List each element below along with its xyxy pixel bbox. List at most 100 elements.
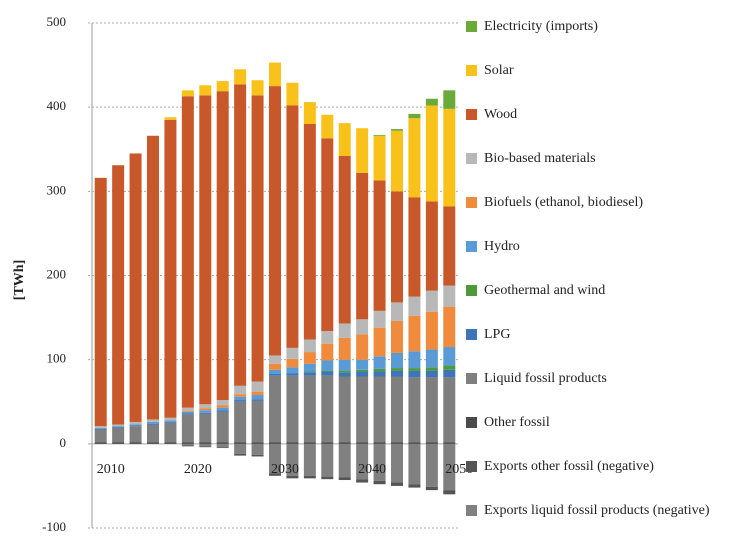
bar-segment xyxy=(356,319,369,335)
bar-segment xyxy=(216,407,229,411)
bar-segment xyxy=(199,95,212,405)
bar-segment xyxy=(216,411,229,443)
bar-segment xyxy=(181,445,194,447)
bar-segment xyxy=(338,376,351,443)
y-tick-label: 400 xyxy=(47,98,67,113)
bar-segment xyxy=(356,128,369,173)
bar-segment xyxy=(216,400,229,406)
bar-segment xyxy=(199,442,212,444)
bar-segment xyxy=(373,356,386,369)
bar-segment xyxy=(356,334,369,360)
bar-segment xyxy=(199,413,212,443)
bar-segment xyxy=(373,180,386,311)
bar-segment xyxy=(181,413,194,415)
bar-segment xyxy=(234,442,247,444)
bar-segment xyxy=(443,365,456,370)
bar-segment xyxy=(391,370,403,377)
bar-segment xyxy=(216,405,229,408)
y-tick-label: 100 xyxy=(47,351,67,366)
bar-segment xyxy=(234,84,247,386)
legend-item: Exports liquid fossil products (negative… xyxy=(462,498,737,542)
bar-segment xyxy=(199,446,212,448)
bar-segment xyxy=(408,443,421,485)
bar-segment xyxy=(251,95,264,382)
bar-segment xyxy=(164,442,177,444)
bar-segment xyxy=(321,375,334,443)
bar-segment xyxy=(286,373,299,376)
bar-segment xyxy=(373,310,386,328)
legend-swatch xyxy=(466,461,477,472)
bar-segment xyxy=(303,339,316,353)
bar-segment xyxy=(164,119,177,418)
legend-label: Biofuels (ethanol, biodiesel) xyxy=(484,195,644,210)
bar-segment xyxy=(425,377,438,443)
bar-segment xyxy=(391,482,403,486)
bar-segment xyxy=(391,352,403,369)
bar-segment xyxy=(443,90,456,109)
bar-segment xyxy=(303,372,316,376)
bar-segment xyxy=(425,349,438,368)
legend-swatch xyxy=(466,21,477,32)
bar-segment xyxy=(216,443,229,448)
bar-segment xyxy=(303,475,316,479)
y-tick-label: 500 xyxy=(47,14,67,29)
bar-segment xyxy=(129,425,142,427)
bar-segment xyxy=(112,426,125,427)
bar-segment xyxy=(234,453,247,456)
bar-segment xyxy=(321,370,334,372)
legend-label: LPG xyxy=(484,327,511,342)
bar-segment xyxy=(129,421,142,425)
bar-segment xyxy=(234,396,247,401)
bar-segment xyxy=(251,400,264,443)
legend-item: Exports other fossil (negative) xyxy=(462,454,737,498)
bar-segment xyxy=(199,408,212,411)
bar-segment xyxy=(303,442,316,444)
bar-segment xyxy=(443,206,456,286)
bar-segment xyxy=(321,114,334,139)
bar-segment xyxy=(373,480,386,485)
bar-segment xyxy=(199,412,212,414)
bar-segment xyxy=(303,363,316,372)
bar-segment xyxy=(338,442,351,444)
bar-segment xyxy=(234,69,247,85)
bar-segment xyxy=(251,391,264,396)
bar-segment xyxy=(234,400,247,402)
bar-segment xyxy=(356,371,369,377)
bar-segment xyxy=(94,429,107,443)
bar-segment xyxy=(286,82,299,106)
bar-segment xyxy=(391,368,403,371)
legend-label: Electricity (imports) xyxy=(484,19,598,34)
bar-segment xyxy=(286,358,299,368)
bar-segment xyxy=(251,399,264,401)
bar-segment xyxy=(199,85,212,96)
bar-segment xyxy=(164,422,177,443)
bar-segment xyxy=(373,327,386,357)
bar-segment xyxy=(373,134,386,136)
bar-segment xyxy=(356,442,369,444)
bar-segment xyxy=(338,443,351,478)
bar-segment xyxy=(286,105,299,348)
legend-swatch xyxy=(466,285,477,296)
bar-segment xyxy=(408,442,421,444)
bar-segment xyxy=(181,411,194,414)
bar-segment xyxy=(338,477,351,481)
bar-segment xyxy=(408,315,421,352)
bar-segment xyxy=(425,370,438,378)
bar-segment xyxy=(199,410,212,413)
legend-swatch xyxy=(466,65,477,76)
bar-segment xyxy=(147,135,159,420)
bar-segment xyxy=(269,355,281,364)
bar-segment xyxy=(164,117,177,120)
bar-segment xyxy=(269,86,281,356)
bar-segment xyxy=(286,367,299,374)
bar-segment xyxy=(112,442,125,444)
legend-swatch xyxy=(466,241,477,252)
bar-segment xyxy=(303,352,316,364)
bar-segment xyxy=(269,373,281,376)
bar-segment xyxy=(443,285,456,307)
bar-segment xyxy=(338,123,351,156)
legend: Electricity (imports) Solar Wood Bio-based … xyxy=(462,14,737,542)
legend-item: Other fossil xyxy=(462,410,737,454)
bar-segment xyxy=(94,177,107,427)
